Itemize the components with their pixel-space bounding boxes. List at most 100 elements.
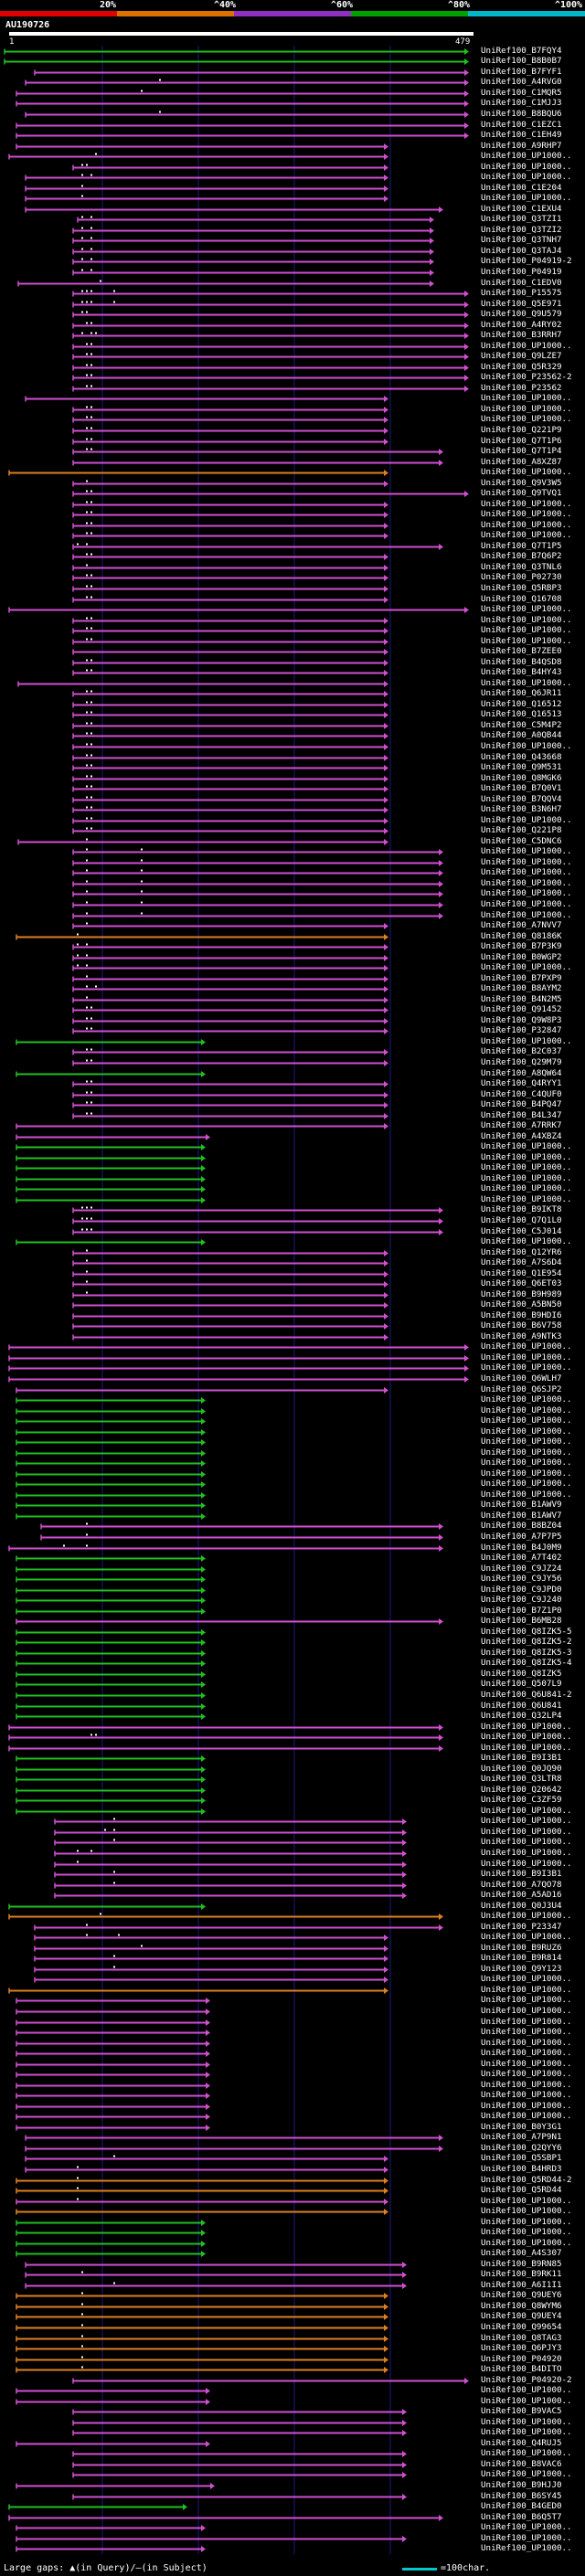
hit-label[interactable]: UniRef100_B4GED0 <box>481 2501 562 2511</box>
hit-label[interactable]: UniRef100_Q0JQ90 <box>481 1764 562 1774</box>
hit-row[interactable] <box>77 216 434 224</box>
hit-label[interactable]: UniRef100_UP1000.. <box>481 1995 572 2005</box>
hit-row[interactable] <box>16 122 469 129</box>
hit-label[interactable]: UniRef100_Q5RBP3 <box>481 583 562 593</box>
hit-label[interactable]: UniRef100_B4PQ47 <box>481 1099 562 1109</box>
hit-label[interactable]: UniRef100_UP1000.. <box>481 1162 572 1172</box>
hit-row[interactable] <box>16 1471 206 1478</box>
hit-label[interactable]: UniRef100_B1AWV7 <box>481 1511 562 1521</box>
hit-label[interactable]: UniRef100_Q3LTR8 <box>481 1774 562 1784</box>
hit-row[interactable] <box>72 627 388 635</box>
hit-row[interactable] <box>72 912 443 920</box>
hit-row[interactable] <box>16 1039 206 1045</box>
hit-label[interactable]: UniRef100_Q6U841-2 <box>481 1690 572 1700</box>
hit-row[interactable] <box>16 133 469 139</box>
hit-label[interactable]: UniRef100_Q8IZK5-3 <box>481 1648 572 1658</box>
hit-row[interactable] <box>16 2230 206 2236</box>
hit-row[interactable] <box>72 796 388 804</box>
hit-row[interactable] <box>54 1850 407 1858</box>
hit-label[interactable]: UniRef100_UP1000.. <box>481 1173 572 1183</box>
hit-row[interactable] <box>54 1818 407 1826</box>
hit-label[interactable]: UniRef100_B0Y3G1 <box>481 2122 562 2132</box>
hit-label[interactable]: UniRef100_UP1000.. <box>481 2543 572 2553</box>
hit-row[interactable] <box>16 2292 388 2300</box>
hit-row[interactable] <box>72 574 388 582</box>
hit-label[interactable]: UniRef100_UP1000.. <box>481 1194 572 1204</box>
hit-row[interactable] <box>8 1745 443 1752</box>
hit-label[interactable]: UniRef100_UP1000.. <box>481 2533 572 2543</box>
hit-row[interactable] <box>25 174 388 182</box>
hit-row[interactable] <box>72 1027 388 1035</box>
hit-label[interactable]: UniRef100_UP1000.. <box>481 615 572 625</box>
hit-row[interactable] <box>72 785 388 793</box>
hit-label[interactable]: UniRef100_UP1000.. <box>481 2417 572 2427</box>
hit-row[interactable] <box>72 374 469 382</box>
hit-row[interactable] <box>72 1280 388 1288</box>
hit-row[interactable] <box>72 2462 407 2468</box>
hit-label[interactable]: UniRef100_A9RHP7 <box>481 141 562 151</box>
hit-label[interactable]: UniRef100_Q7T1P4 <box>481 446 562 456</box>
hit-row[interactable] <box>72 585 388 593</box>
hit-label[interactable]: UniRef100_P15575 <box>481 288 562 298</box>
hit-row[interactable] <box>72 880 443 888</box>
hit-row[interactable] <box>16 2041 210 2047</box>
hit-label[interactable]: UniRef100_Q221P8 <box>481 825 562 835</box>
hit-label[interactable]: UniRef100_P02730 <box>481 572 562 582</box>
hit-label[interactable]: UniRef100_Q16708 <box>481 594 562 604</box>
hit-row[interactable] <box>72 2494 407 2500</box>
hit-label[interactable]: UniRef100_UP1000.. <box>481 509 572 519</box>
hit-label[interactable]: UniRef100_UP1000.. <box>481 625 572 635</box>
hit-label[interactable]: UniRef100_UP1000.. <box>481 1141 572 1151</box>
hit-label[interactable]: UniRef100_B2C037 <box>481 1046 562 1056</box>
hit-label[interactable]: UniRef100_B4DITO <box>481 2364 562 2374</box>
hit-row[interactable] <box>16 1439 206 1446</box>
hit-row[interactable] <box>16 1692 206 1699</box>
hit-label[interactable]: UniRef100_Q6ET03 <box>481 1278 562 1288</box>
hit-label[interactable]: UniRef100_A7P9N1 <box>481 2132 562 2142</box>
hit-label[interactable]: UniRef100_C1EH49 <box>481 130 562 140</box>
hit-row[interactable] <box>16 2019 210 2026</box>
hit-label[interactable]: UniRef100_Q5E971 <box>481 299 562 309</box>
hit-row[interactable] <box>25 2166 388 2174</box>
hit-label[interactable]: UniRef100_B8BZ04 <box>481 1521 562 1531</box>
hit-label[interactable]: UniRef100_B9H989 <box>481 1289 562 1299</box>
hit-row[interactable] <box>72 943 388 951</box>
hit-label[interactable]: UniRef100_UP1000.. <box>481 1816 572 1826</box>
hit-row[interactable] <box>72 438 388 446</box>
hit-label[interactable]: UniRef100_UP1000.. <box>481 1352 572 1362</box>
hit-label[interactable]: UniRef100_A8XZ87 <box>481 457 562 467</box>
hit-label[interactable]: UniRef100_B3N6H7 <box>481 804 562 814</box>
hit-row[interactable] <box>16 90 469 98</box>
hit-label[interactable]: UniRef100_C3ZF59 <box>481 1795 562 1805</box>
hit-row[interactable] <box>72 1112 388 1120</box>
hit-label[interactable]: UniRef100_A6I1I1 <box>481 2280 562 2290</box>
hit-row[interactable] <box>72 596 388 604</box>
hit-label[interactable]: UniRef100_UP1000.. <box>481 1415 572 1426</box>
hit-label[interactable]: UniRef100_UP1000.. <box>481 2206 572 2216</box>
hit-label[interactable]: UniRef100_Q9UEY6 <box>481 2290 562 2300</box>
hit-label[interactable]: UniRef100_B7Q6P2 <box>481 551 562 561</box>
hit-row[interactable] <box>16 1650 206 1657</box>
hit-row[interactable] <box>8 1376 469 1383</box>
hit-row[interactable] <box>16 2441 210 2447</box>
hit-row[interactable] <box>16 2388 210 2394</box>
hit-row[interactable] <box>16 2313 388 2321</box>
hit-label[interactable]: UniRef100_B7FYF1 <box>481 67 562 77</box>
hit-row[interactable] <box>72 322 469 330</box>
hit-label[interactable]: UniRef100_Q8MGK6 <box>481 773 562 783</box>
hit-row[interactable] <box>8 1365 469 1372</box>
hit-row[interactable] <box>16 2125 210 2131</box>
hit-label[interactable]: UniRef100_Q3TNL6 <box>481 562 562 572</box>
hit-label[interactable]: UniRef100_B9HJJ0 <box>481 2480 562 2490</box>
hit-row[interactable] <box>34 69 469 76</box>
hit-row[interactable] <box>16 2483 215 2489</box>
hit-label[interactable]: UniRef100_B7ZEE0 <box>481 646 562 656</box>
hit-row[interactable] <box>72 258 434 266</box>
hit-label[interactable]: UniRef100_UP1000.. <box>481 2448 572 2458</box>
hit-label[interactable]: UniRef100_B4N2M5 <box>481 994 562 1004</box>
hit-row[interactable] <box>72 806 388 814</box>
hit-label[interactable]: UniRef100_C1MJJ3 <box>481 98 562 108</box>
hit-row[interactable] <box>16 1481 206 1488</box>
hit-label[interactable]: UniRef100_Q29M79 <box>481 1057 562 1067</box>
hit-row[interactable] <box>16 1513 206 1520</box>
